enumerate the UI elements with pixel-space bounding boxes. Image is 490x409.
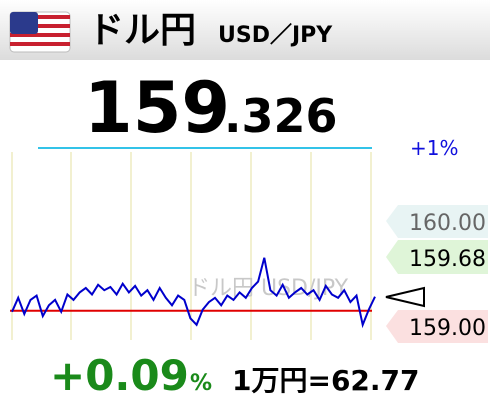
price-integer: 159 (84, 67, 230, 149)
price-decimal: .326 (224, 89, 338, 143)
pair: USD／JPY (218, 23, 333, 48)
high-panel (386, 205, 488, 238)
grid (11, 152, 372, 340)
change: +0.09 (50, 351, 189, 400)
change-unit: % (190, 371, 212, 396)
high-label: 160.00 (409, 211, 486, 236)
title: ドル円 (88, 10, 196, 51)
flag (9, 11, 71, 53)
current-arrow (385, 286, 425, 308)
current-panel (386, 240, 488, 274)
conversion: 1万円=62.77 (232, 364, 420, 397)
price-line (11, 257, 376, 329)
header-bar (0, 0, 490, 60)
range-label: +1% (410, 136, 459, 160)
low-panel (386, 310, 488, 343)
low-label: 159.00 (409, 316, 486, 341)
current-label: 159.68 (409, 247, 486, 272)
